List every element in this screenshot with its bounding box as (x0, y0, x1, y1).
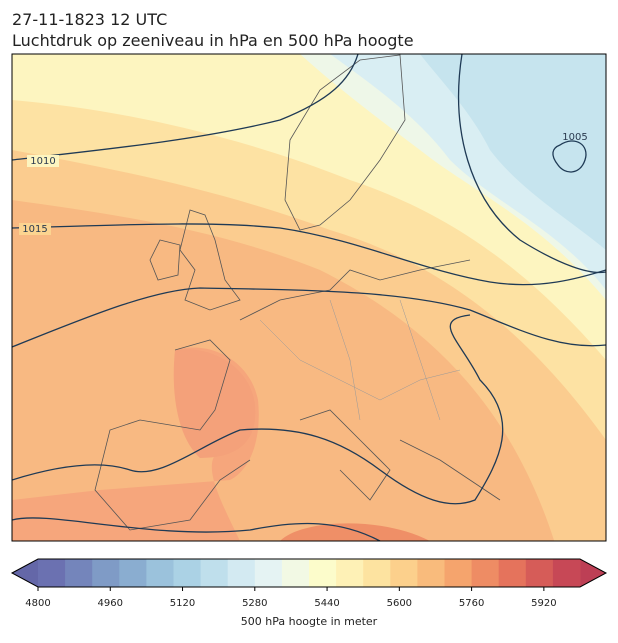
map-field (12, 54, 606, 541)
colorbar-under (12, 559, 38, 587)
colorbar-band (173, 559, 202, 587)
colorbar-band (309, 559, 337, 587)
colorbar-band (281, 559, 310, 587)
colorbar-tick-label: 5920 (531, 598, 556, 609)
isobar (12, 54, 359, 161)
colorbar-band (254, 559, 283, 587)
coastline (94, 259, 501, 531)
contour-label: 1005 (562, 132, 587, 143)
colorbar-tick-label: 5600 (387, 598, 412, 609)
title: 27-11-1823 12 UTC (12, 10, 167, 29)
colorbar-band (417, 559, 445, 587)
colorbar-band (525, 559, 554, 587)
colorbar-band (227, 559, 256, 587)
colorbar-band (146, 559, 174, 587)
contour-label: 1015 (22, 224, 47, 235)
isobar (552, 140, 587, 173)
colorbar-band (444, 559, 473, 587)
colorbar-tick-label: 4800 (25, 598, 50, 609)
coastline (179, 209, 241, 311)
isobar (12, 314, 504, 505)
colorbar-tick-label: 5760 (459, 598, 484, 609)
contour-label-bg (19, 223, 51, 235)
field-band (420, 54, 606, 250)
map-frame (11, 53, 607, 542)
isobar (12, 223, 606, 286)
colorbar-band (38, 559, 66, 587)
colorbar-over (580, 559, 606, 587)
colorbar-band (498, 559, 527, 587)
colorbar-band (363, 559, 391, 587)
isobar (457, 54, 606, 274)
colorbar-band (471, 559, 500, 587)
colorbar-band (336, 559, 364, 587)
colorbar-tick-label: 5280 (242, 598, 267, 609)
contour-label: 1010 (30, 156, 55, 167)
colorbar-label: 500 hPa hoogte in meter (241, 615, 378, 628)
colorbar-band (390, 559, 418, 587)
coastline (149, 239, 181, 281)
colorbar-band (200, 559, 229, 587)
colorbar: 4800 4960 5120 5280 5440 5600 5760 5920 (10, 558, 608, 609)
colorbar-band (92, 559, 120, 587)
contour-label-bg (27, 155, 59, 167)
colorbar-band (552, 559, 581, 587)
colorbar-tick-label: 5440 (314, 598, 339, 609)
colorbar-band (119, 559, 147, 587)
colorbar-tick-label: 5120 (170, 598, 195, 609)
coastline (284, 54, 406, 231)
colorbar-band (65, 559, 93, 587)
colorbar-tick-label: 4960 (98, 598, 123, 609)
field-band (280, 523, 430, 541)
subtitle: Luchtdruk op zeeniveau in hPa en 500 hPa… (12, 31, 414, 50)
isobar (12, 287, 606, 348)
isobar (12, 517, 381, 541)
border (259, 299, 461, 421)
field-band (173, 349, 256, 458)
